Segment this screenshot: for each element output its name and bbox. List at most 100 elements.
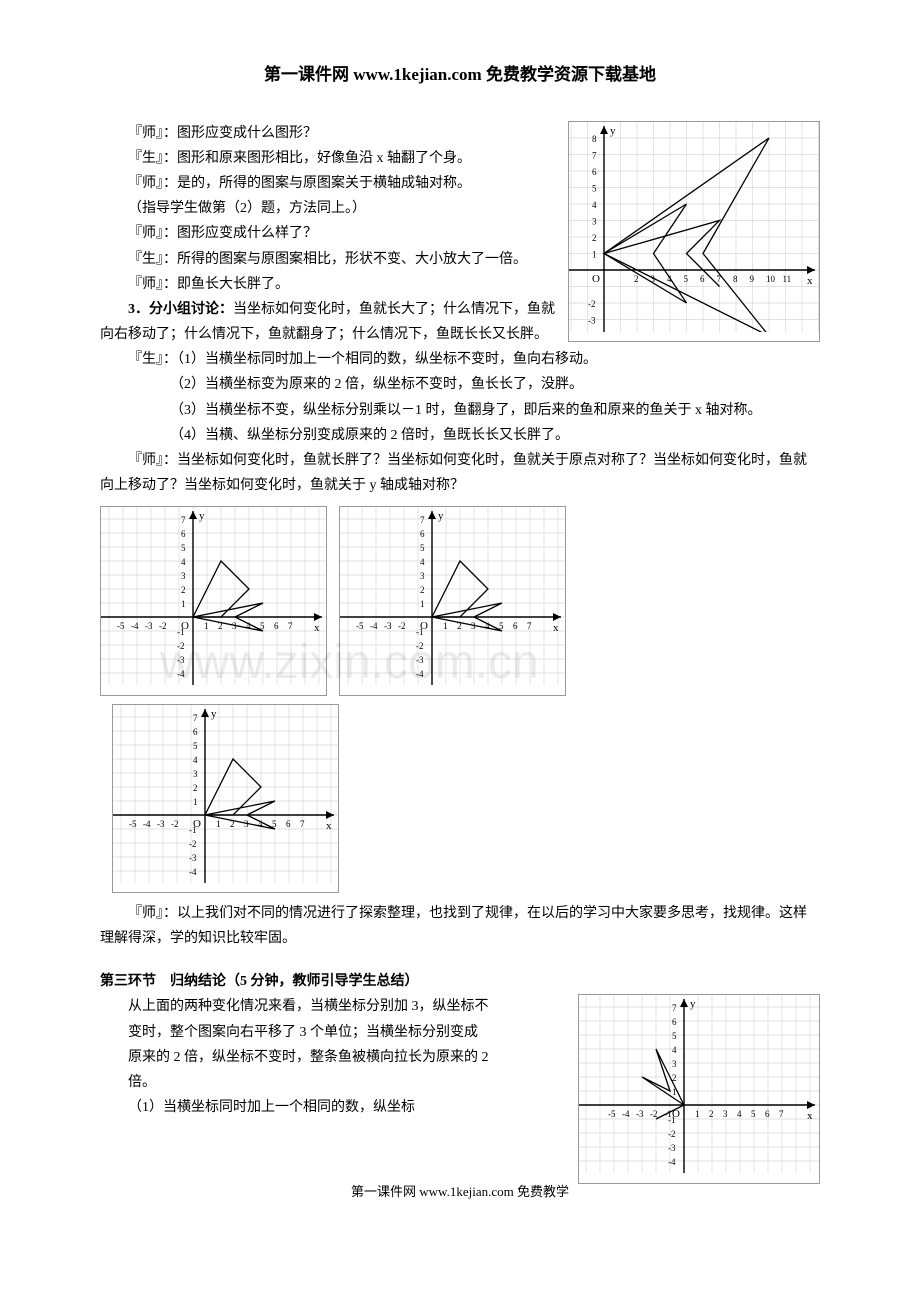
svg-text:-1: -1: [668, 1115, 676, 1125]
svg-text:6: 6: [700, 274, 705, 284]
svg-text:y: y: [199, 510, 205, 522]
svg-text:-4: -4: [622, 1109, 630, 1119]
svg-text:2: 2: [634, 274, 639, 284]
svg-text:7: 7: [592, 150, 597, 160]
svg-text:-4: -4: [131, 621, 139, 631]
content-area: Oxy23456789101187654321-2-3-4 『师』：图形应变成什…: [100, 121, 820, 1184]
svg-text:-3: -3: [668, 1143, 676, 1153]
discuss-teacher-q: 『师』：当坐标如何变化时，鱼就长胖了？当坐标如何变化时，鱼就关于原点对称了？当坐…: [100, 448, 820, 498]
svg-text:8: 8: [592, 134, 597, 144]
svg-text:2: 2: [592, 233, 597, 243]
svg-text:x: x: [326, 820, 332, 832]
svg-text:5: 5: [672, 1031, 677, 1041]
svg-text:-4: -4: [370, 621, 378, 631]
svg-text:5: 5: [751, 1109, 756, 1119]
svg-text:6: 6: [193, 727, 198, 737]
svg-text:1: 1: [695, 1109, 700, 1119]
svg-text:4: 4: [420, 557, 425, 567]
svg-text:11: 11: [783, 274, 792, 284]
svg-text:7: 7: [300, 819, 305, 829]
svg-text:-2: -2: [159, 621, 167, 631]
graphs-row-1: Oxy1234567-5-4-3-27654321-1-2-3-4 Oxy123…: [100, 506, 820, 695]
svg-text:-1: -1: [189, 825, 197, 835]
svg-text:-2: -2: [189, 839, 197, 849]
discuss-prefix: 3．分小组讨论：: [128, 302, 233, 317]
svg-text:-2: -2: [650, 1109, 658, 1119]
summary-block: 从上面的两种变化情况来看，当横坐标分别加 3，纵坐标不变时，整个图案向右平移了 …: [100, 994, 490, 1120]
discuss-s4: （4）当横、纵坐标分别变成原来的 2 倍时，鱼既长长又长胖了。: [100, 423, 820, 448]
svg-text:-4: -4: [189, 867, 197, 877]
svg-text:5: 5: [592, 183, 597, 193]
svg-text:7: 7: [527, 621, 532, 631]
svg-text:4: 4: [672, 1045, 677, 1055]
section3-title: 第三环节 归纳结论（5 分钟，教师引导学生总结）: [100, 969, 820, 994]
svg-text:-3: -3: [588, 315, 596, 325]
svg-text:9: 9: [750, 274, 755, 284]
svg-text:4: 4: [181, 557, 186, 567]
svg-text:6: 6: [181, 529, 186, 539]
discuss-s3: （3）当横坐标不变，纵坐标分别乘以－1 时，鱼翻身了，即后来的鱼和原来的鱼关于 …: [100, 398, 820, 423]
graph-small-1: Oxy1234567-5-4-3-27654321-1-2-3-4: [100, 506, 327, 695]
svg-text:-4: -4: [143, 819, 151, 829]
svg-text:3: 3: [181, 571, 186, 581]
svg-text:y: y: [438, 510, 444, 522]
graph-small-3: Oxy1234567-5-4-3-27654321-1-2-3-4: [112, 704, 339, 893]
discuss-s1: 『生』：（1）当横坐标同时加上一个相同的数，纵坐标不变时，鱼向右移动。: [100, 347, 820, 372]
graph-bottom-right: Oxy1234567-5-4-3-2-17654321-1-2-3-4: [578, 994, 820, 1183]
svg-text:-3: -3: [145, 621, 153, 631]
svg-text:-5: -5: [356, 621, 364, 631]
svg-text:6: 6: [672, 1017, 677, 1027]
svg-text:y: y: [690, 998, 696, 1010]
svg-text:3: 3: [592, 216, 597, 226]
svg-text:-4: -4: [668, 1157, 676, 1167]
after-graphs-teacher: 『师』：以上我们对不同的情况进行了探索整理，也找到了规律，在以后的学习中大家要多…: [100, 901, 820, 951]
svg-text:5: 5: [420, 543, 425, 553]
svg-text:3: 3: [420, 571, 425, 581]
svg-text:2: 2: [181, 585, 186, 595]
svg-text:1: 1: [420, 599, 425, 609]
svg-text:-4: -4: [177, 669, 185, 679]
svg-text:-1: -1: [416, 627, 424, 637]
section3-p2: （1）当横坐标同时加上一个相同的数，纵坐标: [128, 1095, 490, 1120]
svg-text:1: 1: [204, 621, 209, 631]
svg-text:-5: -5: [129, 819, 137, 829]
svg-text:4: 4: [193, 755, 198, 765]
summary-row: Oxy1234567-5-4-3-2-17654321-1-2-3-4 从上面的…: [100, 994, 820, 1183]
svg-text:-2: -2: [588, 299, 596, 309]
svg-text:x: x: [314, 622, 320, 634]
svg-text:2: 2: [193, 783, 198, 793]
svg-text:4: 4: [592, 200, 597, 210]
section3-p1: 从上面的两种变化情况来看，当横坐标分别加 3，纵坐标不变时，整个图案向右平移了 …: [128, 994, 490, 1095]
svg-text:y: y: [211, 708, 217, 720]
svg-text:7: 7: [779, 1109, 784, 1119]
svg-text:x: x: [807, 275, 813, 287]
svg-text:7: 7: [288, 621, 293, 631]
svg-text:-3: -3: [157, 819, 165, 829]
svg-text:O: O: [592, 273, 600, 285]
discuss-s2: （2）当横坐标变为原来的 2 倍，纵坐标不变时，鱼长长了，没胖。: [100, 372, 820, 397]
svg-text:5: 5: [181, 543, 186, 553]
svg-text:-5: -5: [117, 621, 125, 631]
svg-text:6: 6: [592, 167, 597, 177]
svg-text:x: x: [553, 622, 559, 634]
page-footer: 第一课件网 www.1kejian.com 免费教学: [0, 1180, 920, 1203]
svg-text:10: 10: [766, 274, 776, 284]
graphs-row-2: Oxy1234567-5-4-3-27654321-1-2-3-4: [112, 704, 820, 893]
svg-text:6: 6: [420, 529, 425, 539]
svg-text:1: 1: [181, 599, 186, 609]
svg-text:1: 1: [216, 819, 221, 829]
svg-text:6: 6: [513, 621, 518, 631]
svg-text:8: 8: [733, 274, 738, 284]
svg-text:-3: -3: [384, 621, 392, 631]
page-header: 第一课件网 www.1kejian.com 免费教学资源下载基地: [100, 60, 820, 91]
svg-text:-2: -2: [668, 1129, 676, 1139]
svg-text:7: 7: [672, 1003, 677, 1013]
svg-text:2: 2: [420, 585, 425, 595]
svg-text:y: y: [610, 125, 616, 137]
svg-text:6: 6: [274, 621, 279, 631]
svg-text:7: 7: [181, 515, 186, 525]
svg-text:3: 3: [723, 1109, 728, 1119]
graph-small-2: Oxy1234567-5-4-3-27654321-1-2-3-4: [339, 506, 566, 695]
svg-text:7: 7: [193, 713, 198, 723]
svg-text:-2: -2: [416, 641, 424, 651]
